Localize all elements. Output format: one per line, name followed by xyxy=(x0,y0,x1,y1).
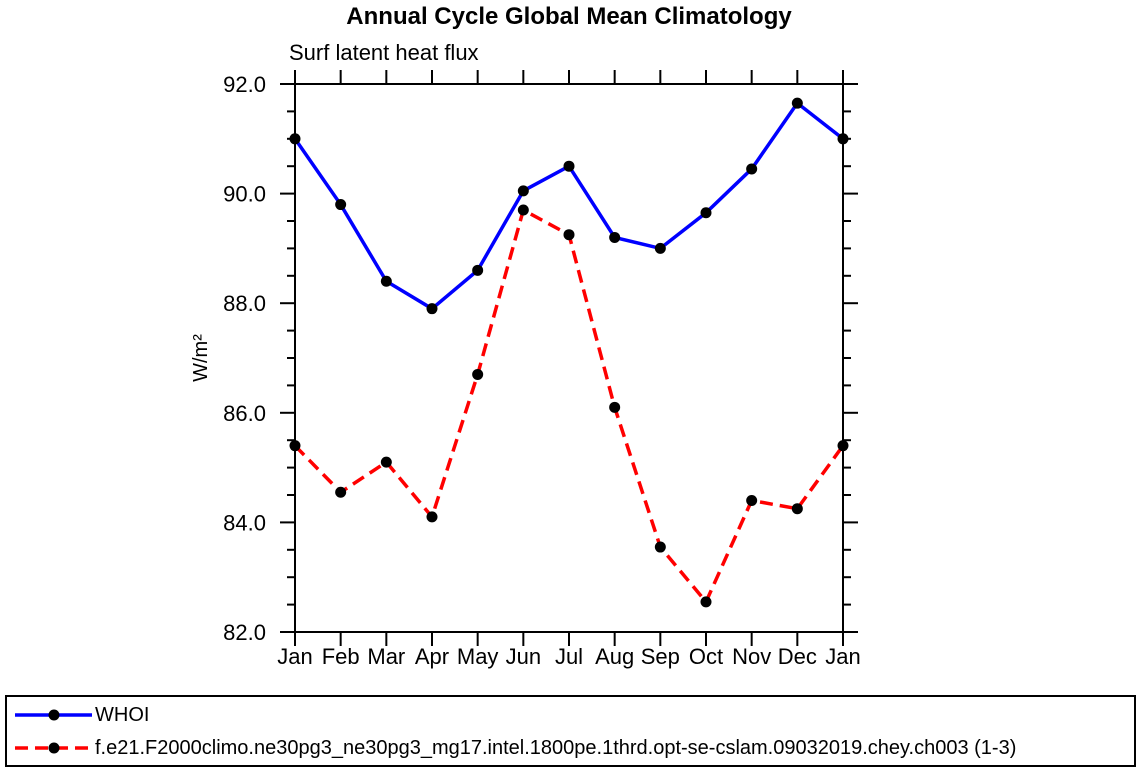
x-axis-ticks xyxy=(294,70,844,646)
data-point-marker xyxy=(609,231,621,243)
x-tick-label: Jan xyxy=(825,644,860,669)
series-0 xyxy=(289,97,849,315)
legend-sample-dashed-line xyxy=(15,742,92,753)
x-tick-label: Sep xyxy=(641,644,680,669)
data-point-marker xyxy=(289,133,301,145)
data-point-marker xyxy=(380,275,392,287)
legend-sample-solid-line xyxy=(15,709,92,720)
data-point-marker xyxy=(517,204,529,216)
chart-subtitle: Surf latent heat flux xyxy=(289,40,479,65)
data-point-marker xyxy=(380,456,392,468)
y-tick-label: 88.0 xyxy=(223,291,266,316)
data-point-marker xyxy=(837,133,849,145)
y-tick-label: 90.0 xyxy=(223,182,266,207)
data-point-marker xyxy=(472,368,484,380)
legend-box: WHOI f.e21.F2000climo.ne30pg3_ne30pg3_mg… xyxy=(5,695,1136,767)
y-tick-label: 86.0 xyxy=(223,401,266,426)
x-tick-label: Apr xyxy=(415,644,449,669)
x-tick-label: Oct xyxy=(689,644,723,669)
y-axis-ticks xyxy=(280,83,858,633)
legend-item-model: f.e21.F2000climo.ne30pg3_ne30pg3_mg17.in… xyxy=(11,732,1134,763)
data-point-marker xyxy=(426,511,438,523)
x-tick-label: Nov xyxy=(732,644,771,669)
series-line-0 xyxy=(293,100,845,311)
y-axis-label: W/m² xyxy=(190,334,212,382)
y-tick-label: 82.0 xyxy=(223,620,266,645)
series-1 xyxy=(289,204,849,608)
data-point-marker xyxy=(654,242,666,254)
data-point-marker xyxy=(609,401,621,413)
data-point-marker xyxy=(700,207,712,219)
x-tick-label: Jun xyxy=(506,644,541,669)
data-point-marker xyxy=(335,199,347,211)
legend-marker-dot xyxy=(48,709,60,720)
x-tick-label: Feb xyxy=(322,644,360,669)
data-point-marker xyxy=(563,229,575,241)
x-tick-label: May xyxy=(457,644,499,669)
legend-item-whoi: WHOI xyxy=(11,699,1134,730)
data-point-marker xyxy=(791,503,803,515)
data-point-marker xyxy=(654,541,666,553)
data-point-marker xyxy=(426,303,438,315)
data-point-marker xyxy=(563,160,575,172)
data-point-marker xyxy=(289,440,301,452)
data-point-marker xyxy=(517,185,529,197)
x-tick-label: Mar xyxy=(367,644,405,669)
y-tick-label: 92.0 xyxy=(223,72,266,97)
legend-label-model: f.e21.F2000climo.ne30pg3_ne30pg3_mg17.in… xyxy=(95,736,1017,759)
y-tick-label: 84.0 xyxy=(223,510,266,535)
data-point-marker xyxy=(472,264,484,276)
x-tick-label: Dec xyxy=(778,644,817,669)
legend-marker-dot xyxy=(48,742,60,753)
x-tick-label: Jan xyxy=(277,644,312,669)
legend-label-whoi: WHOI xyxy=(95,703,150,726)
data-point-marker xyxy=(837,440,849,452)
chart-title: Annual Cycle Global Mean Climatology xyxy=(346,3,792,30)
x-tick-label: Aug xyxy=(595,644,634,669)
data-point-marker xyxy=(700,596,712,608)
data-point-marker xyxy=(791,97,803,109)
y-axis-tick-labels: 82.0 84.0 86.0 88.0 90.0 92.0 xyxy=(223,72,266,645)
x-axis-tick-labels: Jan Feb Mar Apr May Jun Jul Aug Sep Oct Nov Dec Jan xyxy=(277,644,860,669)
data-point-marker xyxy=(335,486,347,498)
x-tick-label: Jul xyxy=(555,644,583,669)
data-point-marker xyxy=(746,163,758,175)
data-point-marker xyxy=(746,494,758,506)
